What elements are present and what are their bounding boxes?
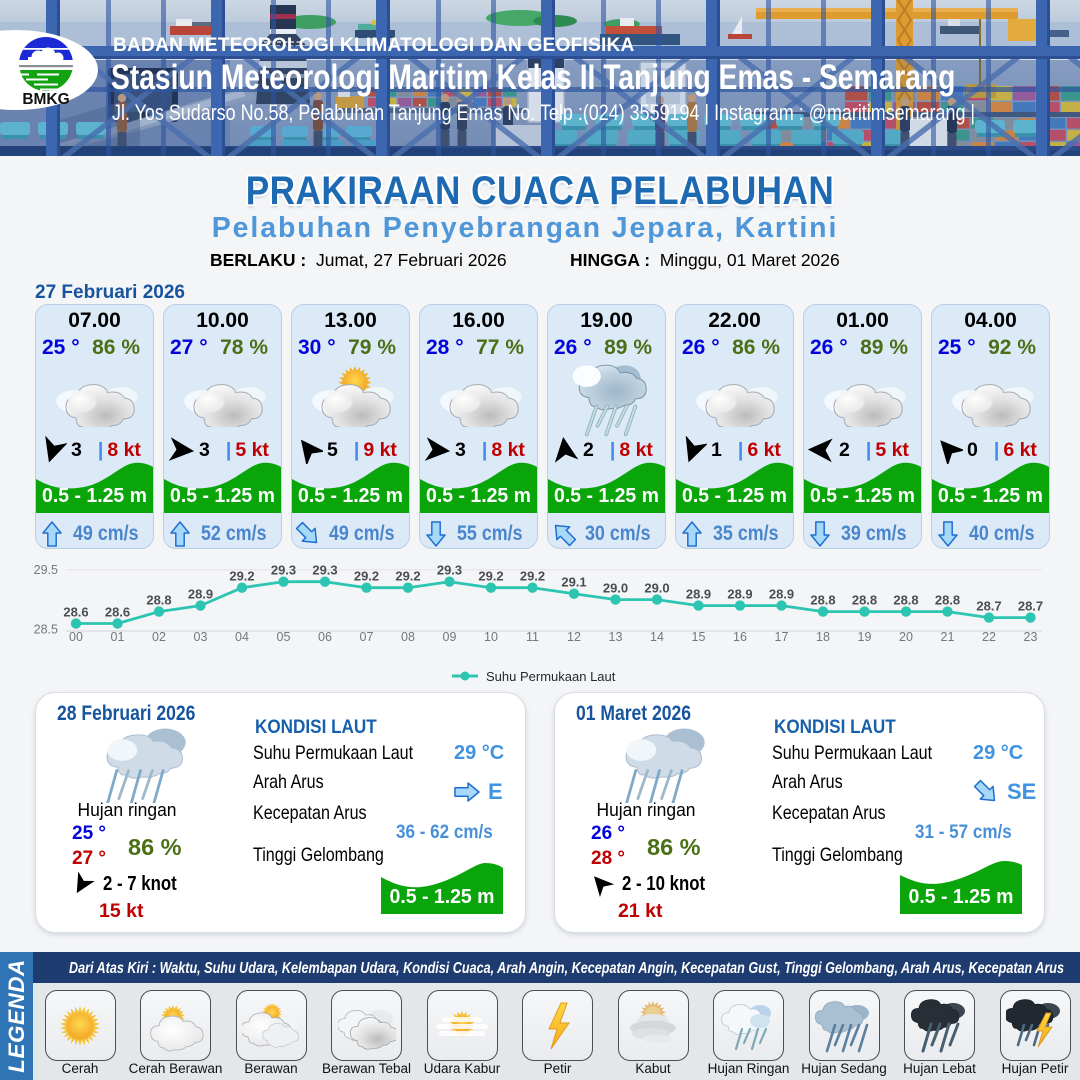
svg-text:28.9: 28.9 [188,587,213,602]
svg-text:29.2: 29.2 [354,569,379,584]
svg-text:28.9: 28.9 [686,587,711,602]
svg-text:19: 19 [858,630,872,644]
svg-text:11: 11 [526,630,539,644]
svg-text:29.3: 29.3 [271,563,296,578]
svg-text:28.6: 28.6 [63,605,88,620]
svg-text:29.3: 29.3 [312,563,337,578]
svg-text:28.6: 28.6 [105,605,130,620]
svg-text:28.9: 28.9 [727,587,752,602]
svg-text:29.2: 29.2 [395,569,420,584]
svg-text:23: 23 [1024,630,1038,644]
svg-text:14: 14 [650,630,664,644]
svg-text:29.1: 29.1 [561,575,586,590]
svg-text:28.8: 28.8 [146,593,171,608]
svg-text:29.2: 29.2 [478,569,503,584]
svg-text:BMKG: BMKG [22,91,69,108]
svg-text:28.5: 28.5 [34,623,58,637]
svg-text:28.9: 28.9 [769,587,794,602]
svg-text:28.7: 28.7 [1018,599,1043,614]
svg-text:28.8: 28.8 [810,593,835,608]
svg-text:22: 22 [982,630,996,644]
svg-text:06: 06 [318,630,332,644]
svg-text:10: 10 [484,630,498,644]
svg-text:05: 05 [277,630,291,644]
svg-text:29.0: 29.0 [603,581,628,596]
svg-text:29.5: 29.5 [34,563,58,577]
svg-text:29.2: 29.2 [520,569,545,584]
svg-text:18: 18 [816,630,830,644]
svg-text:16: 16 [733,630,747,644]
svg-text:28.8: 28.8 [893,593,918,608]
svg-text:Dari Atas Kiri : Waktu, Suhu U: Dari Atas Kiri : Waktu, Suhu Udara, Kele… [69,960,1064,977]
svg-text:21: 21 [941,630,955,644]
svg-text:04: 04 [235,630,249,644]
svg-text:01: 01 [111,630,125,644]
svg-text:28.7: 28.7 [976,599,1001,614]
svg-text:29.3: 29.3 [437,563,462,578]
svg-text:02: 02 [152,630,166,644]
svg-text:00: 00 [69,630,83,644]
svg-text:Suhu Permukaan Laut: Suhu Permukaan Laut [486,669,616,684]
svg-text:07: 07 [360,630,374,644]
svg-text:17: 17 [775,630,789,644]
svg-text:20: 20 [899,630,913,644]
svg-text:28.8: 28.8 [935,593,960,608]
svg-text:13: 13 [609,630,623,644]
svg-text:29.0: 29.0 [644,581,669,596]
svg-text:03: 03 [194,630,208,644]
svg-text:09: 09 [443,630,457,644]
svg-text:28.8: 28.8 [852,593,877,608]
svg-text:08: 08 [401,630,415,644]
svg-text:15: 15 [692,630,706,644]
svg-text:29.2: 29.2 [229,569,254,584]
svg-text:12: 12 [567,630,581,644]
